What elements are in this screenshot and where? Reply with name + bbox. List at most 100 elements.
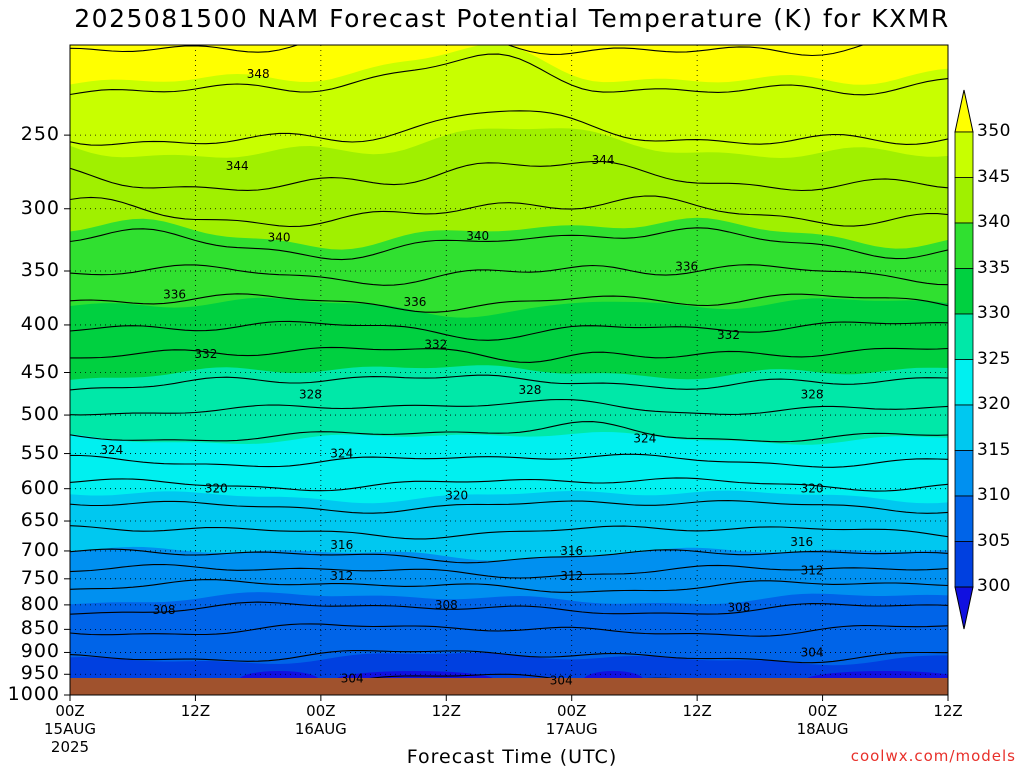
colorbar-label: 305 (977, 530, 1011, 551)
contour-328 (70, 398, 948, 416)
colorbar-swatch (954, 222, 974, 269)
x-tick-label: 12Z (933, 702, 963, 720)
contour-labels: 348 344 344 340 340 336 336 336 332 332 332 328 328 3… (100, 67, 824, 688)
colorbar-swatch (954, 541, 974, 588)
y-tick-label: 850 (20, 617, 60, 640)
contour-label: 332 (717, 328, 740, 342)
contour-label: 332 (194, 347, 217, 361)
y-tick-label: 1000 (7, 683, 60, 705)
contour-label: 344 (592, 153, 615, 167)
contour-346 (70, 110, 948, 146)
contour-label: 336 (163, 288, 186, 302)
y-tick-label: 500 (20, 403, 60, 426)
x-tick-label: 12Z (431, 702, 461, 720)
contour-342 (70, 195, 948, 228)
chart-title: 2025081500 NAM Forecast Potential Temper… (74, 4, 950, 33)
y-tick-label: 450 (20, 360, 60, 383)
x-tick-label: 12Z (682, 702, 712, 720)
x-tick-label: 00Z 15AUG 2025 (44, 702, 96, 756)
colorbar-label: 340 (977, 212, 1011, 232)
contour-label: 308 (727, 600, 750, 614)
contour-label: 308 (153, 603, 176, 617)
colorbar-swatch (954, 359, 974, 406)
contour-label: 312 (560, 569, 583, 583)
colorbar (954, 89, 974, 630)
contour-312 (70, 579, 948, 593)
contour-344 (70, 160, 948, 192)
plot-frame (69, 44, 949, 696)
colorbar-label: 325 (977, 348, 1011, 369)
contour-340 (70, 227, 948, 261)
y-tick-label: 800 (20, 592, 60, 615)
colorbar-swatch (954, 404, 974, 451)
contour-338 (70, 264, 948, 286)
contour-320 (70, 500, 948, 514)
colorbar-swatch (954, 450, 974, 497)
contour-label: 324 (330, 447, 353, 461)
contour-label: 332 (424, 338, 447, 352)
grid-lines (70, 45, 948, 696)
y-tick-label: 900 (20, 640, 60, 663)
colorbar-label: 345 (977, 166, 1011, 187)
colorbar-swatch (954, 313, 974, 360)
contour-label: 340 (466, 229, 489, 243)
contour-334 (70, 320, 948, 341)
contour-316 (70, 548, 948, 564)
contour-label: 344 (226, 159, 249, 173)
contour-label: 320 (445, 488, 468, 502)
contour-label: 320 (205, 482, 228, 496)
contour-label: 328 (518, 383, 541, 397)
x-axis-title: Forecast Time (UTC) (406, 746, 618, 768)
contour-label: 316 (560, 544, 583, 558)
colorbar-label: 350 (977, 121, 1011, 141)
colorbar-swatch (954, 177, 974, 224)
colorbar-swatch (954, 131, 974, 178)
contour-label: 328 (801, 387, 824, 401)
contour-label: 304 (341, 672, 364, 686)
contour-330 (70, 374, 948, 391)
y-tick-label: 400 (20, 312, 60, 335)
contour-label: 324 (633, 432, 656, 446)
y-tick-label: 300 (20, 196, 60, 219)
contour-348 (70, 53, 948, 96)
y-tick-label: 750 (20, 566, 60, 589)
contour-label: 320 (801, 482, 824, 496)
x-tick-label: 00Z 16AUG (294, 702, 347, 738)
theta-color-bands (70, 45, 948, 695)
contour-314 (70, 563, 948, 579)
contour-318 (70, 525, 948, 540)
x-tick-label: 00Z 18AUG (796, 702, 849, 738)
y-tick-label: 550 (20, 441, 60, 464)
x-tick-label: 12Z (180, 702, 211, 720)
y-tick-label: 350 (20, 259, 60, 281)
colorbar-label: 330 (977, 303, 1011, 323)
y-tick-label: 650 (20, 509, 60, 532)
contour-label: 304 (550, 674, 573, 688)
contour-308 (70, 623, 948, 637)
contour-label: 328 (299, 387, 322, 401)
contour-label: 304 (801, 645, 824, 659)
contour-label: 316 (330, 538, 353, 552)
x-tick-label: 00Z 17AUG (545, 702, 598, 738)
colorbar-top-arrow (954, 89, 974, 133)
contour-label: 312 (330, 569, 353, 583)
y-tick-label: 600 (20, 476, 60, 499)
contour-label: 308 (435, 598, 458, 612)
y-tick-label: 250 (20, 123, 60, 146)
colorbar-label: 310 (977, 485, 1011, 505)
colorbar-swatch (954, 495, 974, 542)
contour-336 (70, 293, 948, 313)
y-tick-label: 950 (20, 662, 60, 685)
colorbar-swatch (954, 268, 974, 315)
credit-text: coolwx.com/models (850, 747, 1016, 765)
contour-label: 324 (100, 443, 123, 457)
contour-306 (70, 650, 948, 664)
terrain-ground (70, 678, 948, 695)
contour-326 (70, 421, 948, 443)
contour-label: 336 (675, 259, 698, 273)
colorbar-label: 315 (977, 439, 1011, 460)
contour-310 (70, 601, 948, 615)
axis-ticks (64, 134, 949, 701)
contour-332 (70, 346, 948, 363)
